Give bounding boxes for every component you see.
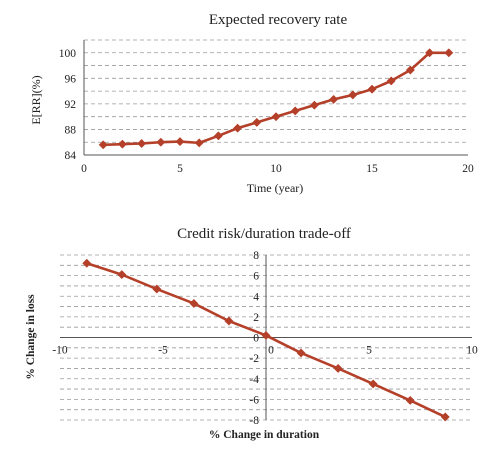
series-line: [103, 51, 449, 147]
y-tick-label: 0: [253, 333, 259, 345]
y-tick-label: -8: [249, 415, 259, 427]
data-point-marker: [405, 65, 415, 75]
data-point-marker: [189, 298, 199, 309]
x-tick-label: 10: [270, 163, 282, 175]
y-tick-label: 88: [65, 124, 77, 136]
x-tick-label: 10: [466, 345, 478, 357]
chart1-gridlines: [84, 39, 468, 143]
y-tick-label: 2: [253, 312, 259, 324]
x-tick-label: 15: [366, 163, 378, 175]
data-point-marker: [386, 76, 396, 86]
x-tick-label: 5: [177, 163, 183, 175]
chart2-title: Credit risk/duration trade-off: [177, 226, 351, 242]
chart2-y-tick-labels: 8 6 4 2 0 -2 -4 -6 -8: [249, 250, 259, 427]
chart1-y-tick-labels: 84 88 92 96 100: [59, 48, 77, 162]
chart1-title: Expected recovery rate: [209, 12, 348, 28]
x-tick-label: 20: [462, 163, 474, 175]
data-point-marker: [137, 138, 147, 149]
chart-credit-duration: Credit risk/duration trade-off 8 6 4 2 0 -2 -4…: [25, 226, 478, 441]
y-tick-label: 84: [65, 150, 77, 162]
y-tick-label: 96: [65, 73, 77, 85]
data-point-marker: [194, 138, 204, 148]
x-tick-label: 0: [81, 163, 87, 175]
data-point-marker: [296, 348, 306, 358]
data-point-marker: [440, 412, 450, 422]
data-point-marker: [117, 270, 127, 280]
data-point-marker: [252, 117, 262, 127]
chart2-x-tick-labels: -10 -5 0 5 10: [52, 345, 478, 357]
chart2-y-axis-label: % Change in loss: [25, 294, 37, 380]
data-point-marker: [224, 316, 234, 326]
data-point-marker: [213, 131, 223, 141]
data-point-marker: [368, 379, 378, 389]
data-point-marker: [156, 137, 166, 147]
data-point-marker: [290, 106, 300, 116]
data-point-marker: [444, 48, 454, 58]
data-point-marker: [117, 139, 127, 149]
data-point-marker: [333, 363, 343, 373]
y-tick-label: 4: [253, 291, 259, 303]
x-tick-label: 0: [268, 345, 274, 357]
data-point-marker: [233, 123, 243, 133]
y-tick-label: -2: [249, 353, 259, 365]
x-tick-label: -5: [158, 345, 168, 357]
y-tick-label: 6: [253, 271, 259, 283]
chart1-series: [98, 48, 454, 150]
data-point-marker: [348, 90, 358, 100]
chart1-x-tick-labels: 0 5 10 15 20: [81, 163, 474, 175]
y-tick-label: 8: [253, 250, 259, 262]
data-point-marker: [405, 395, 415, 405]
data-point-marker: [271, 112, 281, 122]
data-point-marker: [309, 100, 319, 110]
chart2-x-axis-label: % Change in duration: [209, 429, 320, 441]
chart-recovery-rate: Expected recovery rate 84 88 92 96 100 0 5 10 1…: [29, 12, 474, 195]
data-point-marker: [261, 330, 271, 340]
data-point-marker: [82, 258, 92, 268]
x-tick-label: 5: [366, 345, 372, 357]
y-tick-label: -4: [249, 374, 259, 386]
data-point-marker: [367, 84, 377, 94]
chart1-x-axis-label: Time (year): [247, 181, 304, 195]
y-tick-label: -6: [249, 394, 259, 406]
data-point-marker: [152, 284, 162, 294]
chart2-series: [82, 258, 450, 422]
chart1-axes: [83, 40, 468, 156]
chart1-y-axis-label: E[RR](%): [29, 75, 43, 124]
data-point-marker: [98, 140, 108, 150]
y-tick-label: 100: [59, 48, 77, 60]
data-point-marker: [425, 48, 435, 58]
x-tick-label: -10: [52, 345, 68, 357]
data-point-marker: [175, 137, 185, 147]
y-tick-label: 92: [65, 99, 77, 111]
data-point-marker: [329, 94, 339, 104]
